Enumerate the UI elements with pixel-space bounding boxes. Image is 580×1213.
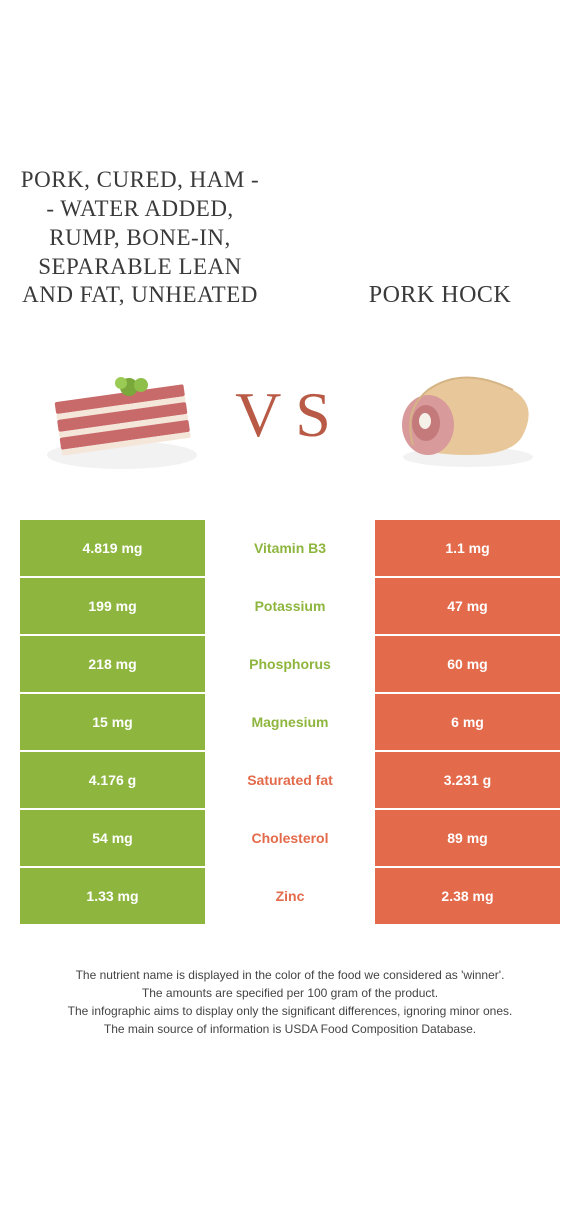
food-left-image bbox=[32, 350, 212, 480]
food-right-image bbox=[368, 350, 548, 480]
header-left: Pork, cured, ham -- water added, rump, b… bbox=[20, 166, 260, 310]
nutrient-row: 54 mgCholesterol89 mg bbox=[20, 810, 560, 866]
vs-label: VS bbox=[235, 378, 345, 452]
nutrient-right-value: 2.38 mg bbox=[375, 868, 560, 924]
nutrient-name: Potassium bbox=[205, 578, 375, 634]
versus-row: VS bbox=[20, 340, 560, 490]
footnote-line: The amounts are specified per 100 gram o… bbox=[30, 984, 550, 1002]
nutrient-row: 15 mgMagnesium6 mg bbox=[20, 694, 560, 750]
footnotes: The nutrient name is displayed in the co… bbox=[20, 966, 560, 1038]
nutrient-name: Phosphorus bbox=[205, 636, 375, 692]
nutrient-left-value: 54 mg bbox=[20, 810, 205, 866]
food-right-title: Pork hock bbox=[320, 280, 560, 310]
nutrient-row: 218 mgPhosphorus60 mg bbox=[20, 636, 560, 692]
nutrient-row: 4.176 gSaturated fat3.231 g bbox=[20, 752, 560, 808]
nutrient-row: 1.33 mgZinc2.38 mg bbox=[20, 868, 560, 924]
pork-hock-icon bbox=[373, 355, 543, 475]
headers-row: Pork, cured, ham -- water added, rump, b… bbox=[20, 20, 560, 310]
food-left-title: Pork, cured, ham -- water added, rump, b… bbox=[20, 166, 260, 310]
nutrient-name: Magnesium bbox=[205, 694, 375, 750]
nutrient-right-value: 47 mg bbox=[375, 578, 560, 634]
nutrient-left-value: 218 mg bbox=[20, 636, 205, 692]
nutrient-left-value: 4.819 mg bbox=[20, 520, 205, 576]
nutrient-name: Saturated fat bbox=[205, 752, 375, 808]
footnote-line: The nutrient name is displayed in the co… bbox=[30, 966, 550, 984]
footnote-line: The infographic aims to display only the… bbox=[30, 1002, 550, 1020]
nutrient-right-value: 89 mg bbox=[375, 810, 560, 866]
footnote-line: The main source of information is USDA F… bbox=[30, 1020, 550, 1038]
nutrient-left-value: 1.33 mg bbox=[20, 868, 205, 924]
header-right: Pork hock bbox=[320, 280, 560, 310]
nutrient-table: 4.819 mgVitamin B31.1 mg199 mgPotassium4… bbox=[20, 520, 560, 926]
nutrient-right-value: 3.231 g bbox=[375, 752, 560, 808]
nutrient-right-value: 60 mg bbox=[375, 636, 560, 692]
nutrient-left-value: 4.176 g bbox=[20, 752, 205, 808]
nutrient-name: Vitamin B3 bbox=[205, 520, 375, 576]
nutrient-row: 4.819 mgVitamin B31.1 mg bbox=[20, 520, 560, 576]
bacon-icon bbox=[37, 355, 207, 475]
nutrient-left-value: 15 mg bbox=[20, 694, 205, 750]
nutrient-left-value: 199 mg bbox=[20, 578, 205, 634]
nutrient-right-value: 1.1 mg bbox=[375, 520, 560, 576]
nutrient-name: Zinc bbox=[205, 868, 375, 924]
nutrient-right-value: 6 mg bbox=[375, 694, 560, 750]
infographic-container: Pork, cured, ham -- water added, rump, b… bbox=[0, 0, 580, 1213]
nutrient-name: Cholesterol bbox=[205, 810, 375, 866]
nutrient-row: 199 mgPotassium47 mg bbox=[20, 578, 560, 634]
